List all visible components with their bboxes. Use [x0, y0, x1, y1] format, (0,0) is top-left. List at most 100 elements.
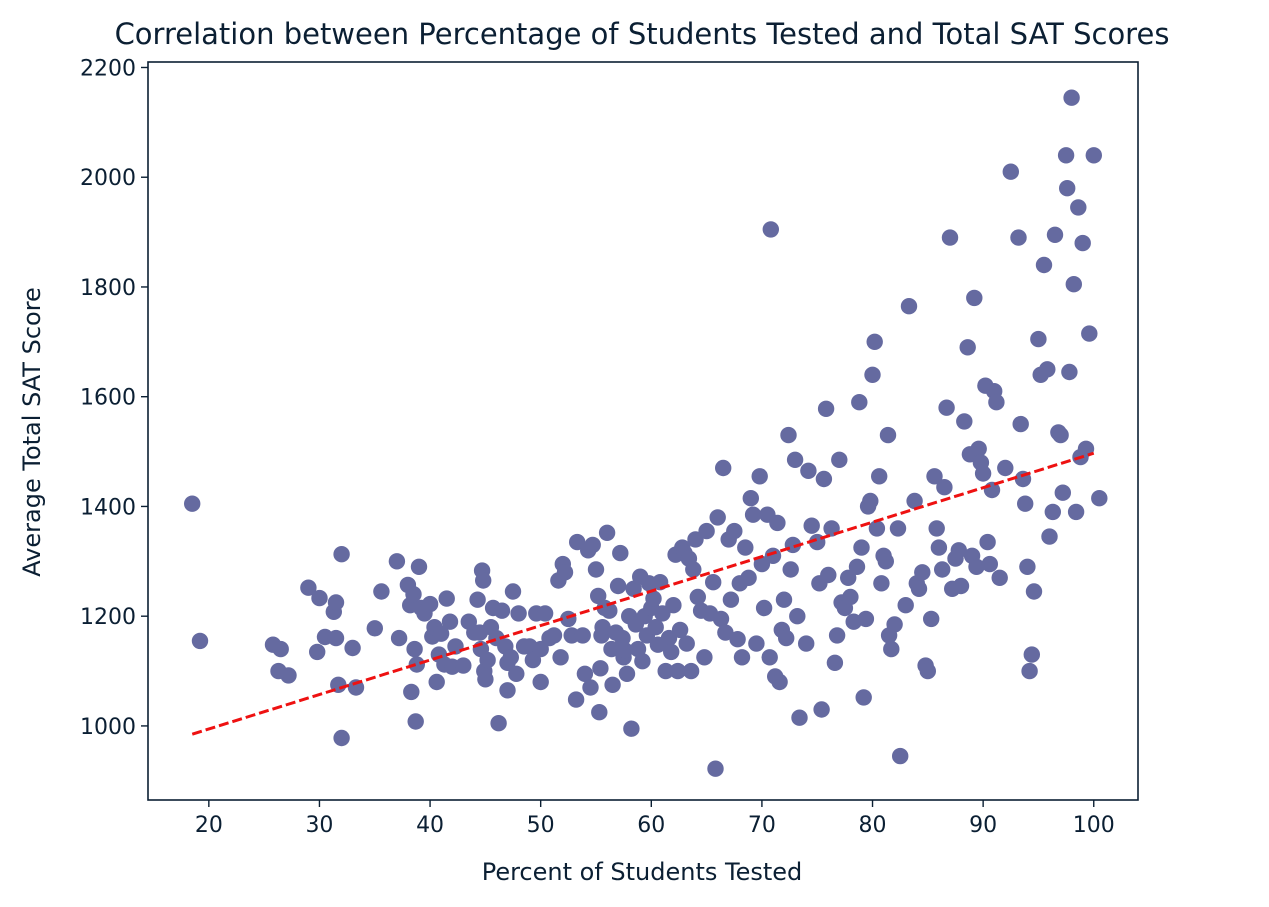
data-point [669, 662, 686, 680]
data-point [663, 643, 680, 661]
data-point [634, 653, 651, 670]
data-point [1054, 484, 1072, 501]
x-tick-label: 70 [748, 813, 776, 838]
data-point [800, 462, 817, 479]
data-point [612, 544, 629, 562]
data-point [504, 583, 522, 600]
data-point [755, 599, 773, 617]
data-point [851, 394, 868, 411]
data-point [717, 624, 734, 641]
data-point [892, 747, 909, 765]
data-point [941, 229, 959, 246]
data-point [678, 635, 695, 652]
data-point [647, 619, 664, 636]
data-point [502, 649, 519, 666]
data-point [914, 564, 931, 581]
data-point [789, 608, 806, 625]
data-point [733, 649, 751, 666]
y-tick-label: 1800 [80, 276, 136, 301]
data-point [309, 643, 326, 661]
data-point [923, 610, 940, 628]
data-point [928, 520, 945, 537]
data-point [910, 580, 928, 597]
x-tick-label: 60 [637, 813, 665, 838]
data-point [761, 649, 778, 666]
data-point [603, 640, 620, 658]
data-point [344, 639, 361, 657]
data-point [545, 627, 563, 644]
y-tick-label: 2200 [80, 56, 136, 81]
data-point [855, 689, 872, 706]
data-point [764, 547, 782, 564]
data-point [889, 520, 907, 537]
data-point [815, 470, 833, 488]
data-point [594, 619, 611, 636]
data-point [740, 569, 757, 586]
data-point [689, 588, 706, 606]
data-point [280, 667, 297, 684]
data-point [840, 569, 857, 586]
data-point [726, 522, 743, 540]
data-point [751, 468, 768, 485]
data-point [536, 605, 554, 622]
data-point [1012, 415, 1029, 433]
x-tick-label: 100 [1073, 813, 1115, 838]
data-point [1070, 199, 1087, 216]
data-point [853, 539, 870, 556]
data-point [970, 440, 987, 457]
data-point [438, 590, 455, 607]
data-point [1085, 147, 1103, 164]
data-point [1025, 583, 1043, 600]
data-point [862, 492, 879, 510]
data-point [791, 709, 808, 726]
data-point [623, 720, 640, 737]
data-point [587, 561, 605, 578]
x-tick-label: 90 [969, 813, 997, 838]
data-point [1052, 426, 1069, 444]
data-point [1035, 256, 1053, 274]
data-point [1059, 180, 1076, 197]
data-point [403, 683, 420, 701]
data-point [671, 621, 689, 639]
data-point [645, 590, 662, 607]
y-tick-label: 1200 [80, 605, 136, 630]
data-point [991, 569, 1008, 586]
data-point [848, 558, 866, 575]
data-point [900, 298, 918, 315]
data-point [1044, 503, 1062, 521]
data-point [828, 627, 846, 644]
data-point [803, 517, 820, 534]
plot-frame [147, 61, 1139, 801]
data-point [737, 539, 754, 556]
data-point [598, 524, 616, 541]
data-point [1010, 229, 1027, 246]
data-point [405, 586, 422, 603]
data-point [469, 591, 486, 608]
data-point [950, 542, 967, 559]
data-point [408, 656, 425, 673]
data-point [682, 662, 700, 680]
data-point [184, 495, 201, 512]
data-point [712, 610, 730, 628]
data-point [826, 654, 844, 671]
data-point [877, 553, 894, 570]
data-point [871, 468, 888, 485]
data-point [410, 558, 428, 575]
data-point [722, 591, 740, 608]
data-point [769, 514, 786, 532]
data-point [333, 546, 350, 563]
data-point [866, 333, 883, 350]
data-point [567, 691, 585, 708]
x-tick-label: 40 [416, 813, 444, 838]
data-point [729, 631, 746, 648]
data-point [906, 492, 923, 510]
data-point [657, 662, 674, 680]
data-point [590, 587, 607, 605]
data-point [556, 564, 574, 581]
data-point [1016, 495, 1034, 512]
data-point [493, 602, 511, 619]
data-point [1021, 662, 1038, 680]
data-point [1057, 147, 1075, 164]
data-point [934, 561, 951, 578]
data-point [1074, 234, 1091, 252]
